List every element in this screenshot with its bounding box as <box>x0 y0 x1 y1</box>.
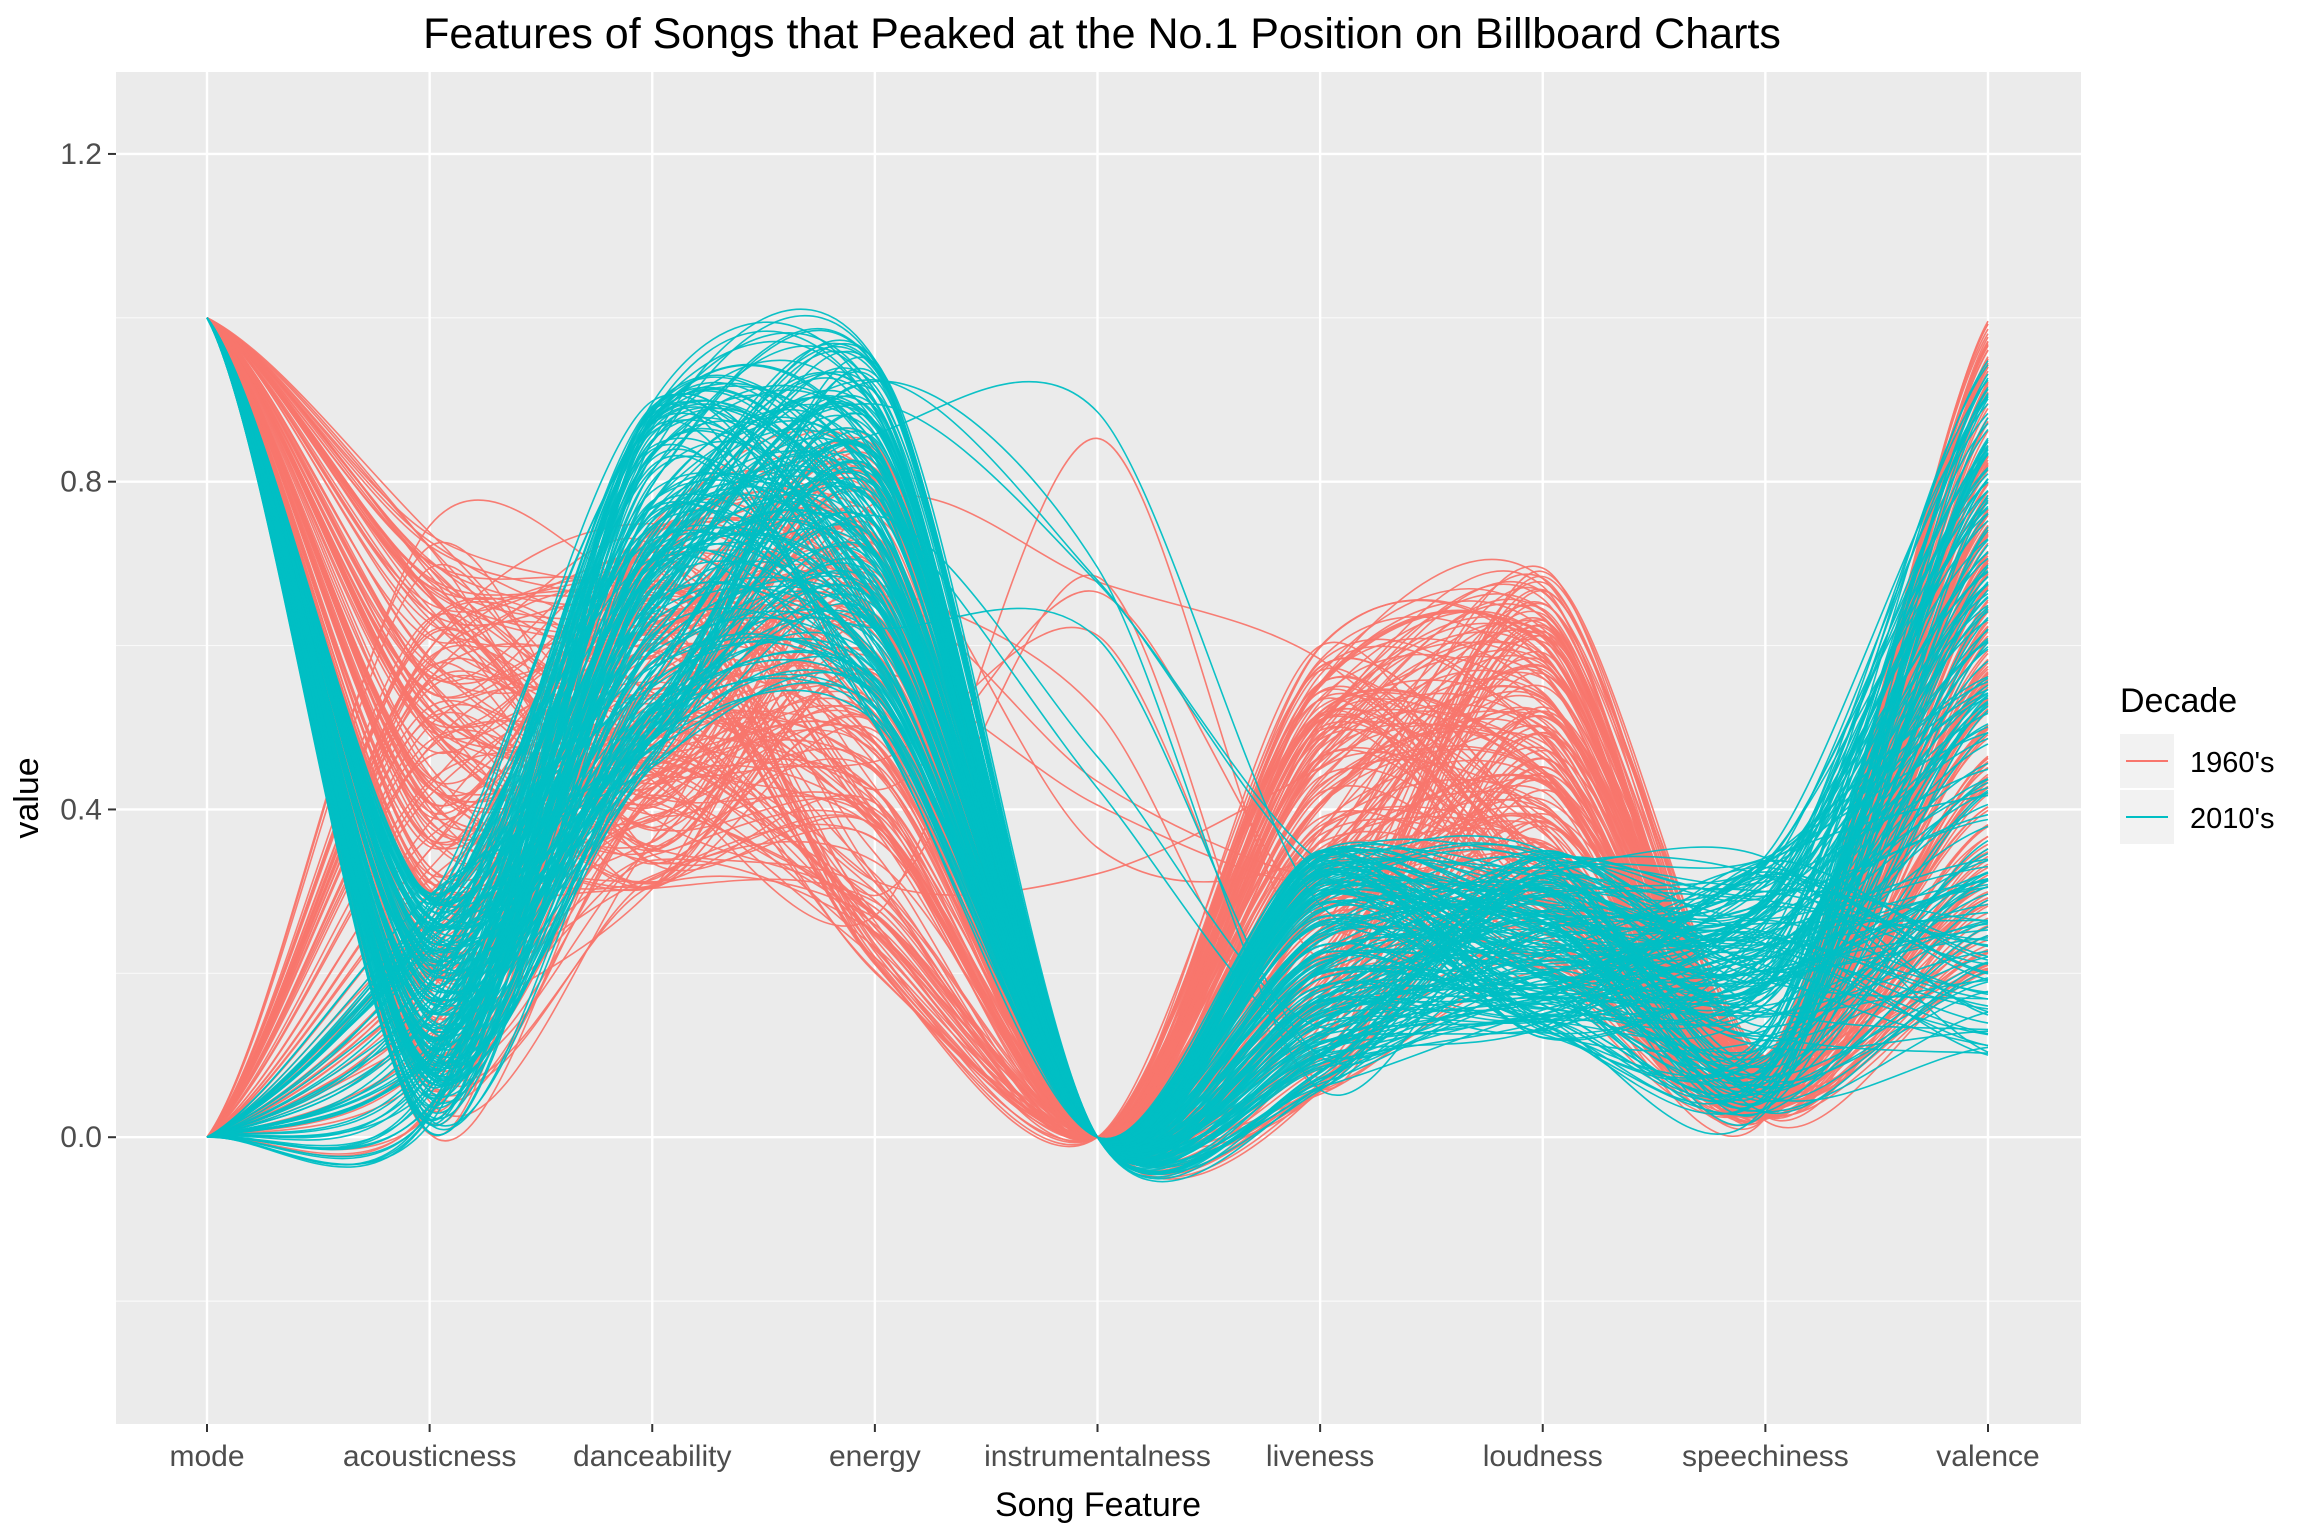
curve-2010s <box>206 317 1989 1164</box>
x-tick-label-mode: mode <box>169 1440 244 1473</box>
curve-2010s <box>206 317 1989 1155</box>
y-tick-label: 0.0 <box>60 1121 102 1154</box>
grid-major <box>116 72 2081 1424</box>
x-tick-label-danceability: danceability <box>573 1440 731 1473</box>
legend-item-2010s: 2010's <box>2120 790 2275 844</box>
x-tick-label-liveness: liveness <box>1266 1440 1374 1473</box>
chart-title: Features of Songs that Peaked at the No.… <box>423 10 1781 58</box>
x-axis-ticks: mode acousticness danceability energy instru… <box>169 1424 2040 1473</box>
y-axis-ticks: 0.0 0.4 0.8 1.2 <box>60 138 116 1154</box>
curve-2010s <box>206 393 1989 1146</box>
x-tick-label-loudness: loudness <box>1483 1440 1603 1473</box>
x-tick-label-speechiness: speechiness <box>1682 1440 1849 1473</box>
curve-1960s <box>206 317 1989 1139</box>
curve-2010s <box>206 317 1989 1141</box>
series-2010s-curves <box>206 308 1989 1183</box>
curve-2010s <box>206 412 1989 1148</box>
curve-2010s <box>206 317 1989 1153</box>
curve-2010s <box>206 317 1989 1143</box>
y-axis-title: value <box>8 757 46 838</box>
curve-2010s <box>206 317 1989 1160</box>
x-tick-label-acousticness: acousticness <box>343 1440 516 1473</box>
legend-title: Decade <box>2120 682 2237 720</box>
curve-2010s <box>206 386 1989 1144</box>
y-tick-label: 0.4 <box>60 793 102 826</box>
curve-2010s <box>206 317 1989 1141</box>
curve-2010s <box>206 317 1989 1146</box>
curve-2010s <box>206 384 1989 1151</box>
curve-2010s <box>206 473 1989 1168</box>
legend: Decade 1960's 2010's <box>2120 682 2275 844</box>
x-tick-label-instrumentalness: instrumentalness <box>984 1440 1211 1473</box>
legend-item-1960s: 1960's <box>2120 734 2275 788</box>
y-tick-label: 1.2 <box>60 138 102 171</box>
x-tick-label-valence: valence <box>1936 1440 2039 1473</box>
curve-2010s <box>206 317 1989 1140</box>
y-tick-label: 0.8 <box>60 466 102 499</box>
curve-2010s <box>206 317 1989 1167</box>
curve-2010s <box>206 317 1989 1066</box>
legend-label-1960s: 1960's <box>2190 747 2275 779</box>
curve-2010s <box>206 317 1989 1151</box>
x-tick-label-energy: energy <box>829 1440 921 1473</box>
x-axis-title: Song Feature <box>995 1486 1201 1524</box>
curve-2010s <box>206 317 1989 1158</box>
legend-label-2010s: 2010's <box>2190 803 2275 835</box>
curve-2010s <box>206 317 1989 1144</box>
